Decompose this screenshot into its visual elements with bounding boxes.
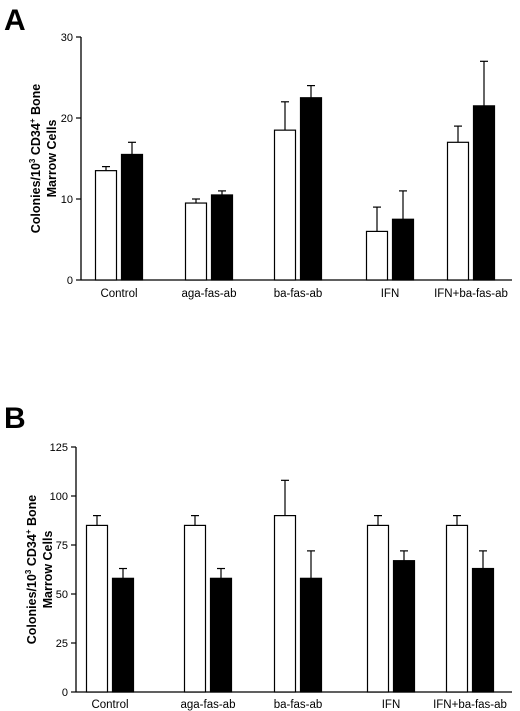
bar-open-ba-fas-ab (273, 129, 297, 281)
y-axis-title-line2: Marrow Cells (41, 531, 55, 609)
bar-open-ifn-ba-fas-ab (445, 524, 469, 693)
x-tick-label: aga-fas-ab (182, 288, 237, 300)
bar-filled-ifn (392, 560, 416, 693)
x-tick-label: IFN (382, 699, 401, 711)
y-tick-label: 30 (61, 32, 73, 44)
bar-filled-ifn-ba-fas-ab (472, 105, 496, 281)
bar-open-ifn (365, 230, 389, 281)
bar-open-ifn (366, 524, 390, 693)
y-tick-label: 10 (61, 194, 73, 206)
x-tick-label: IFN (381, 288, 400, 300)
x-tick-label: IFN+ba-fas-ab (434, 288, 508, 300)
bar-filled-control (120, 153, 144, 281)
y-tick-label: 50 (56, 589, 68, 601)
bar-filled-control (111, 577, 135, 693)
bar-open-ba-fas-ab (273, 514, 297, 693)
x-tick-label: aga-fas-ab (181, 699, 236, 711)
bar-filled-aga-fas-ab (210, 194, 234, 281)
x-tick-label: IFN+ba-fas-ab (433, 699, 507, 711)
y-tick-label: 75 (56, 540, 68, 552)
bar-filled-ba-fas-ab (299, 97, 323, 281)
y-tick-label: 125 (50, 442, 68, 454)
x-tick-label: Control (91, 699, 128, 711)
y-tick-label: 25 (56, 638, 68, 650)
bar-open-aga-fas-ab (183, 524, 207, 693)
panel-label: A (4, 4, 26, 37)
bar-open-control (94, 170, 118, 281)
bar-filled-ifn (391, 218, 415, 281)
bar-open-control (85, 524, 109, 693)
bar-filled-aga-fas-ab (209, 577, 233, 693)
x-tick-label: ba-fas-ab (274, 699, 323, 711)
y-tick-label: 20 (61, 113, 73, 125)
y-axis-title-line2: Marrow Cells (45, 120, 59, 198)
y-tick-label: 0 (62, 687, 68, 699)
y-axis-title-line1: Colonies/103 CD34+ Bone (24, 495, 39, 645)
bar-open-aga-fas-ab (184, 202, 208, 281)
bar-filled-ifn-ba-fas-ab (471, 567, 495, 693)
y-axis-title-line1: Colonies/103 CD34+ Bone (28, 84, 43, 234)
x-tick-label: Control (100, 288, 137, 300)
chart-panel-b: B 0 25 50 75 100 125 Colonies/103 CD34+ BoneMar… (4, 402, 512, 711)
y-tick-label: 100 (50, 491, 68, 503)
x-tick-label: ba-fas-ab (274, 288, 323, 300)
bar-open-ifn-ba-fas-ab (446, 141, 470, 281)
panel-label: B (4, 402, 26, 435)
bar-filled-ba-fas-ab (299, 577, 323, 693)
y-tick-label: 0 (67, 275, 73, 287)
